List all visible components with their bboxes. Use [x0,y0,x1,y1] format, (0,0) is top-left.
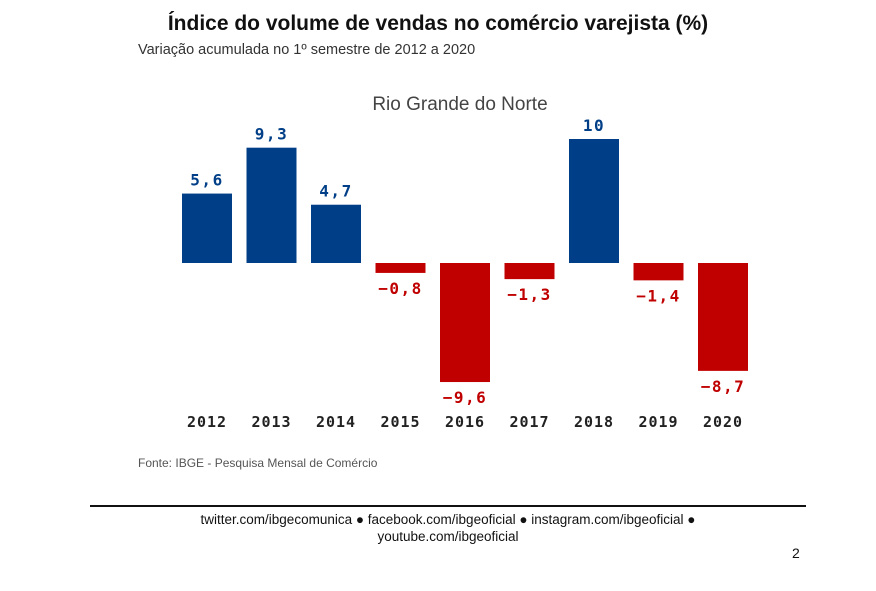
year-label-2019: 2019 [638,413,678,431]
value-label-2012: 5,6 [190,171,223,190]
value-label-2015: −0,8 [378,279,423,298]
year-label-2016: 2016 [445,413,485,431]
value-label-2017: −1,3 [507,285,552,304]
value-label-2019: −1,4 [636,286,681,305]
year-label-2018: 2018 [574,413,614,431]
value-label-2013: 9,3 [255,125,288,144]
year-label-2017: 2017 [509,413,549,431]
page-title: Índice do volume de vendas no comércio v… [167,12,709,35]
chart-title: Rio Grande do Norte [372,94,547,115]
bar-2020 [698,263,748,371]
footer-line-social: twitter.com/ibgecomunica ● facebook.com/… [200,512,696,527]
source-note: Fonte: IBGE - Pesquisa Mensal de Comérci… [138,456,378,470]
bar-2012 [182,193,232,263]
bar-2018 [569,139,619,263]
value-label-2018: 10 [583,116,605,135]
year-label-2015: 2015 [380,413,420,431]
bar-2014 [311,204,361,263]
bar-chart: Rio Grande do Norte 5,6 2012 9,3 2013 4,7 201… [182,94,748,431]
footer-links: twitter.com/ibgecomunica ● facebook.com/… [90,511,806,545]
value-label-2020: −8,7 [701,377,746,396]
year-label-2020: 2020 [703,413,743,431]
bar-2015 [375,263,426,273]
bar-2016 [440,263,490,383]
divider [90,505,806,507]
year-label-2013: 2013 [251,413,291,431]
footer-line-youtube: youtube.com/ibgeoficial [377,529,519,544]
value-label-2014: 4,7 [319,182,352,201]
year-label-2012: 2012 [187,413,227,431]
page-number: 2 [792,545,800,561]
year-label-2014: 2014 [316,413,356,431]
page-subtitle: Variação acumulada no 1º semestre de 201… [138,42,476,58]
value-label-2016: −9,6 [443,388,488,407]
bar-2013 [246,147,297,263]
bar-2017 [504,263,555,280]
bar-2019 [633,263,684,281]
